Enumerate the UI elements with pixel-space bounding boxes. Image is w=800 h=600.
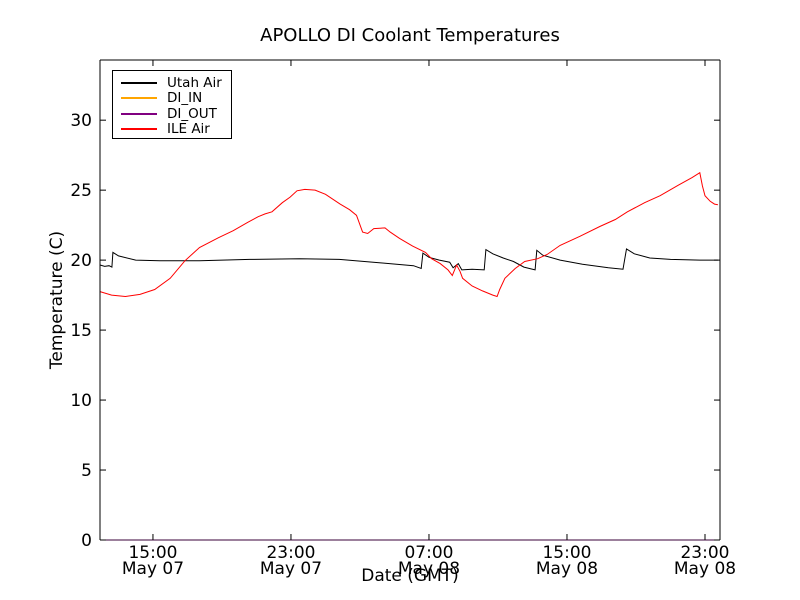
legend-line-sample: [121, 97, 157, 100]
plot-area: [100, 60, 720, 540]
legend-label: DI_IN: [167, 90, 203, 107]
legend-label: DI_OUT: [167, 105, 217, 122]
legend-entry-di-in: DI_IN: [113, 90, 231, 107]
series-ile-air: [99, 171, 719, 298]
legend-label: ILE Air: [167, 121, 210, 138]
legend-entry-ile-air: ILE Air: [113, 121, 231, 138]
y-tick-label: 20: [70, 251, 92, 271]
y-tick-label: 30: [70, 111, 92, 131]
chart-title: APOLLO DI Coolant Temperatures: [260, 25, 560, 46]
y-tick-label: 10: [70, 391, 92, 411]
x-tick-label: 07:00: [404, 543, 453, 563]
x-tick-date-label: May 08: [674, 559, 736, 579]
legend: Utah Air DI_IN DI_OUT ILE Air: [112, 70, 232, 139]
legend-entry-utah-air: Utah Air: [113, 75, 231, 91]
y-tick-label: 0: [81, 531, 92, 551]
x-tick-date-label: May 08: [398, 559, 460, 579]
legend-label: Utah Air: [167, 74, 222, 91]
x-axis-label: Date (GMT): [361, 566, 459, 586]
x-tick-label: 23:00: [680, 543, 729, 563]
x-tick-date-label: May 08: [536, 559, 598, 579]
x-tick-date-label: May 07: [122, 559, 184, 579]
x-tick-date-label: May 07: [260, 559, 322, 579]
legend-entry-di-out: DI_OUT: [113, 106, 231, 122]
y-tick-label: 15: [70, 321, 92, 341]
x-tick-label: 15:00: [128, 543, 177, 563]
y-tick-label: 25: [70, 181, 92, 201]
legend-line-sample: [121, 81, 157, 84]
y-tick-label: 5: [81, 461, 92, 481]
x-tick-label: 23:00: [266, 543, 315, 563]
legend-line-sample: [121, 112, 157, 115]
series-utah-air: [99, 248, 718, 271]
y-axis-label: Temperature (C): [47, 230, 67, 370]
legend-line-sample: [121, 128, 157, 131]
x-tick-label: 15:00: [542, 543, 591, 563]
